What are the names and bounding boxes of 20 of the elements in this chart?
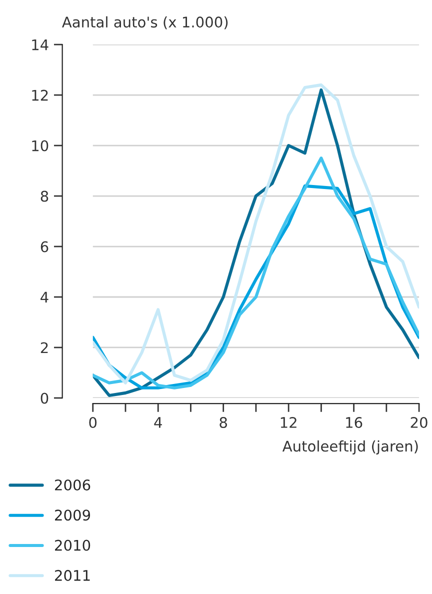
x-tick-label: 0 [89,416,97,428]
y-tick-label: 2 [40,342,48,354]
y-tick-label: 12 [32,90,48,101]
x-tick-label: 12 [280,416,296,428]
y-tick-label: 4 [40,292,48,303]
legend-label: 2010 [55,540,90,551]
x-tick-label: 16 [346,416,362,428]
legend-label: 2011 [55,570,90,581]
x-tick-label: 20 [410,416,428,428]
x-axis-title: Autoleeftijd (jaren) [282,440,418,455]
y-tick-label: 10 [32,140,48,152]
y-tick-label: 8 [40,190,48,202]
x-tick-label: 4 [154,417,162,428]
x-tick-label: 8 [220,416,227,428]
y-axis-title: Aantal auto's (x 1.000) [62,16,228,30]
y-tick-label: 14 [32,39,48,50]
legend-label: 2009 [55,510,90,521]
y-tick-label: 6 [40,241,48,252]
y-tick-label: 0 [40,392,48,404]
legend-label: 2006 [55,479,90,490]
